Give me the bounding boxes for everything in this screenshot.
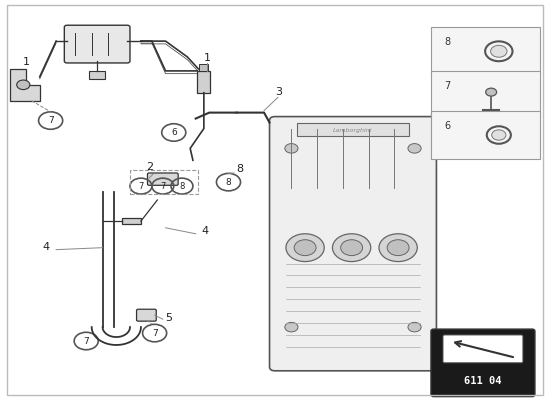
Text: 8: 8: [226, 178, 232, 187]
Text: 1: 1: [23, 57, 30, 67]
Polygon shape: [9, 69, 40, 101]
FancyBboxPatch shape: [136, 309, 156, 321]
Text: Lamborghini: Lamborghini: [333, 128, 373, 133]
Text: 7: 7: [152, 328, 157, 338]
Text: 7: 7: [444, 80, 451, 90]
FancyBboxPatch shape: [64, 25, 130, 63]
Circle shape: [286, 234, 324, 262]
Circle shape: [492, 130, 506, 140]
Text: 8: 8: [236, 164, 244, 174]
Text: 6: 6: [171, 128, 177, 137]
Bar: [297, 166, 384, 204]
Bar: [431, 71, 541, 118]
Text: 5: 5: [166, 313, 173, 323]
Bar: [130, 170, 199, 194]
Bar: [431, 28, 541, 75]
Circle shape: [285, 144, 298, 153]
Text: 1: 1: [204, 53, 211, 63]
Circle shape: [486, 88, 497, 96]
Bar: [200, 64, 208, 71]
Bar: [89, 71, 106, 79]
FancyBboxPatch shape: [147, 173, 178, 185]
Circle shape: [340, 240, 362, 256]
Bar: [122, 218, 141, 224]
Text: 611 04: 611 04: [464, 376, 502, 386]
Circle shape: [16, 80, 30, 90]
Text: 7: 7: [138, 182, 144, 190]
Text: 7: 7: [84, 336, 89, 346]
FancyBboxPatch shape: [443, 335, 523, 363]
Text: 3: 3: [275, 87, 282, 97]
FancyBboxPatch shape: [431, 329, 535, 397]
Bar: [297, 122, 409, 136]
Bar: [431, 111, 541, 159]
Circle shape: [379, 234, 417, 262]
Circle shape: [285, 322, 298, 332]
Circle shape: [491, 45, 507, 57]
Text: 2: 2: [146, 162, 153, 172]
Text: 4: 4: [201, 226, 208, 236]
Text: 8: 8: [444, 37, 451, 47]
FancyBboxPatch shape: [270, 116, 437, 371]
Circle shape: [294, 240, 316, 256]
Text: 7: 7: [160, 182, 166, 190]
Text: 6: 6: [444, 121, 451, 131]
Circle shape: [387, 240, 409, 256]
Text: 4: 4: [42, 242, 50, 252]
Text: 8: 8: [179, 182, 185, 190]
Bar: [197, 71, 211, 93]
Circle shape: [408, 144, 421, 153]
Circle shape: [332, 234, 371, 262]
Circle shape: [408, 322, 421, 332]
Text: 7: 7: [48, 116, 53, 125]
